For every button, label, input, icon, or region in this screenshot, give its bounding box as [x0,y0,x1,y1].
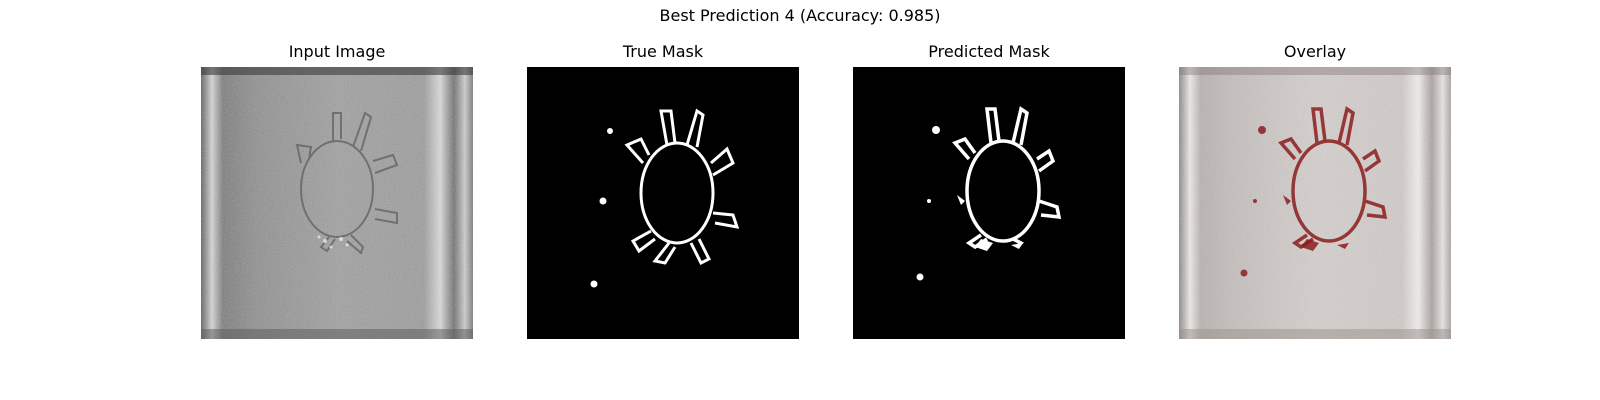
figure-title: Best Prediction 4 (Accuracy: 0.985) [659,6,941,25]
input-image [201,67,473,339]
overlay-image [1179,67,1451,339]
panel-title-input: Input Image [288,42,386,61]
panel-title-predicted-mask: Predicted Mask [928,42,1050,61]
panel-title-overlay: Overlay [1283,42,1347,61]
panel-title-true-mask: True Mask [622,42,704,61]
predicted-mask-image [853,67,1125,339]
true-mask-image [527,67,799,339]
